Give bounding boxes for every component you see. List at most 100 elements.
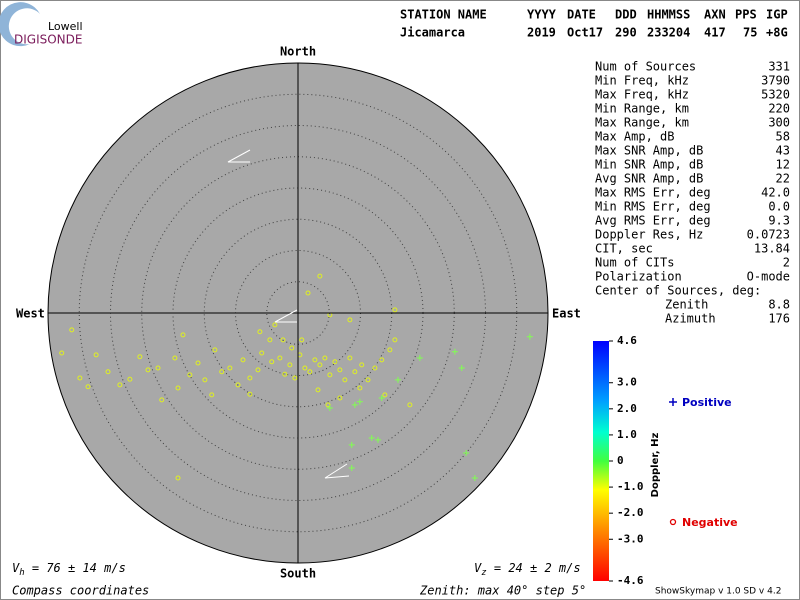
stat-value: 42.0 bbox=[761, 186, 790, 200]
stat-label: Min Range, km bbox=[595, 102, 689, 116]
header-value: Jicamarca bbox=[400, 26, 465, 40]
source-positive bbox=[458, 365, 465, 371]
source-negative bbox=[322, 355, 328, 361]
colorbar-label: Doppler, Hz bbox=[650, 433, 661, 498]
stat-value: 12 bbox=[776, 158, 790, 172]
source-positive bbox=[463, 450, 470, 456]
stat-label: Max Freq, kHz bbox=[595, 88, 689, 102]
source-negative bbox=[272, 322, 278, 328]
source-negative bbox=[259, 350, 265, 356]
source-negative bbox=[302, 365, 308, 371]
center-name: Azimuth bbox=[665, 312, 716, 326]
south-label: South bbox=[280, 567, 316, 581]
source-negative bbox=[145, 367, 151, 373]
source-negative bbox=[307, 369, 313, 375]
source-positive bbox=[395, 376, 401, 383]
colorbar-tick-label: -3.0 bbox=[617, 532, 644, 545]
stat-label: CIT, sec bbox=[595, 242, 653, 256]
stat-label: Max SNR Amp, dB bbox=[595, 144, 703, 158]
source-negative bbox=[277, 355, 283, 361]
colorbar-tick-label: 2.0 bbox=[617, 402, 637, 415]
source-negative bbox=[347, 355, 353, 361]
logo-top: Lowell bbox=[48, 20, 83, 33]
version: ShowSkymap v 1.0 SD v 4.2 bbox=[655, 587, 781, 597]
header-value: 290 bbox=[615, 26, 637, 40]
legend-plus bbox=[669, 398, 677, 406]
source-negative bbox=[159, 397, 165, 403]
stat-value: 13.84 bbox=[754, 242, 790, 256]
source-negative bbox=[127, 376, 133, 382]
header-label: HHMMSS bbox=[647, 8, 690, 22]
legend-negative: Negative bbox=[682, 516, 738, 529]
source-negative bbox=[255, 367, 261, 373]
colorbar-tick-label: 1.0 bbox=[617, 428, 637, 441]
source-negative bbox=[289, 345, 295, 351]
stat-label: Min Freq, kHz bbox=[595, 74, 689, 88]
center-value: 176 bbox=[768, 312, 790, 326]
header-value: 233204 bbox=[647, 26, 690, 40]
header-label: IGP bbox=[766, 8, 788, 22]
source-negative bbox=[240, 357, 246, 363]
stat-label: Avg RMS Err, deg bbox=[595, 214, 711, 228]
source-negative bbox=[175, 385, 181, 391]
source-negative bbox=[337, 367, 343, 373]
source-negative bbox=[312, 357, 318, 363]
source-negative bbox=[382, 392, 388, 398]
vh-v: V bbox=[12, 561, 20, 575]
source-negative bbox=[359, 362, 365, 368]
source-negative bbox=[337, 395, 343, 401]
source-negative bbox=[77, 375, 83, 381]
stat-label: Max Range, km bbox=[595, 116, 689, 130]
source-negative bbox=[282, 371, 288, 377]
source-negative bbox=[372, 365, 378, 371]
stat-value: 9.3 bbox=[768, 214, 790, 228]
stat-value: 22 bbox=[776, 172, 790, 186]
source-positive bbox=[451, 348, 458, 355]
source-negative bbox=[267, 337, 273, 343]
header-label: STATION NAME bbox=[400, 8, 487, 22]
source-positive bbox=[348, 441, 355, 448]
stat-label: Min RMS Err, deg bbox=[595, 200, 711, 214]
source-negative bbox=[327, 372, 333, 378]
source-negative bbox=[315, 387, 321, 393]
header-label: AXN bbox=[704, 8, 726, 22]
colorbar bbox=[593, 341, 609, 581]
source-negative bbox=[155, 365, 161, 371]
source-negative bbox=[287, 362, 293, 368]
source-positive bbox=[378, 395, 385, 401]
vh-val: = 76 ± 14 m/s bbox=[25, 561, 126, 575]
colorbar-tick-label: -2.0 bbox=[617, 506, 644, 519]
stat-value: 0.0723 bbox=[747, 228, 790, 242]
source-negative bbox=[85, 384, 91, 390]
source-negative bbox=[299, 337, 305, 343]
source-negative bbox=[235, 382, 241, 388]
source-negative bbox=[117, 382, 123, 388]
source-negative bbox=[317, 273, 323, 279]
stat-value: 3790 bbox=[761, 74, 790, 88]
source-negative bbox=[392, 337, 398, 343]
stat-label: Polarization bbox=[595, 270, 682, 284]
stat-value: 58 bbox=[776, 130, 790, 144]
stat-value: 331 bbox=[768, 60, 790, 74]
stat-value: O-mode bbox=[747, 270, 790, 284]
header-label: DDD bbox=[615, 8, 637, 22]
stat-label: Doppler Res, Hz bbox=[595, 228, 703, 242]
legend-circle bbox=[669, 518, 677, 526]
source-positive bbox=[416, 355, 423, 361]
header-value: Oct17 bbox=[567, 26, 603, 40]
source-negative bbox=[227, 365, 233, 371]
source-negative bbox=[209, 392, 215, 398]
source-positive bbox=[326, 405, 333, 411]
stat-value: 2 bbox=[783, 256, 790, 270]
stat-label: Num of CITs bbox=[595, 256, 674, 270]
velocity-vectors bbox=[227, 149, 350, 479]
source-negative bbox=[365, 377, 371, 383]
source-positive bbox=[471, 475, 478, 481]
center-label: Center of Sources, deg: bbox=[595, 284, 761, 298]
vz: Vz = 24 ± 2 m/s bbox=[474, 561, 581, 578]
stat-value: 5320 bbox=[761, 88, 790, 102]
source-negative bbox=[247, 375, 253, 381]
vz-val: = 24 ± 2 m/s bbox=[487, 561, 581, 575]
stat-label: Avg SNR Amp, dB bbox=[595, 172, 703, 186]
